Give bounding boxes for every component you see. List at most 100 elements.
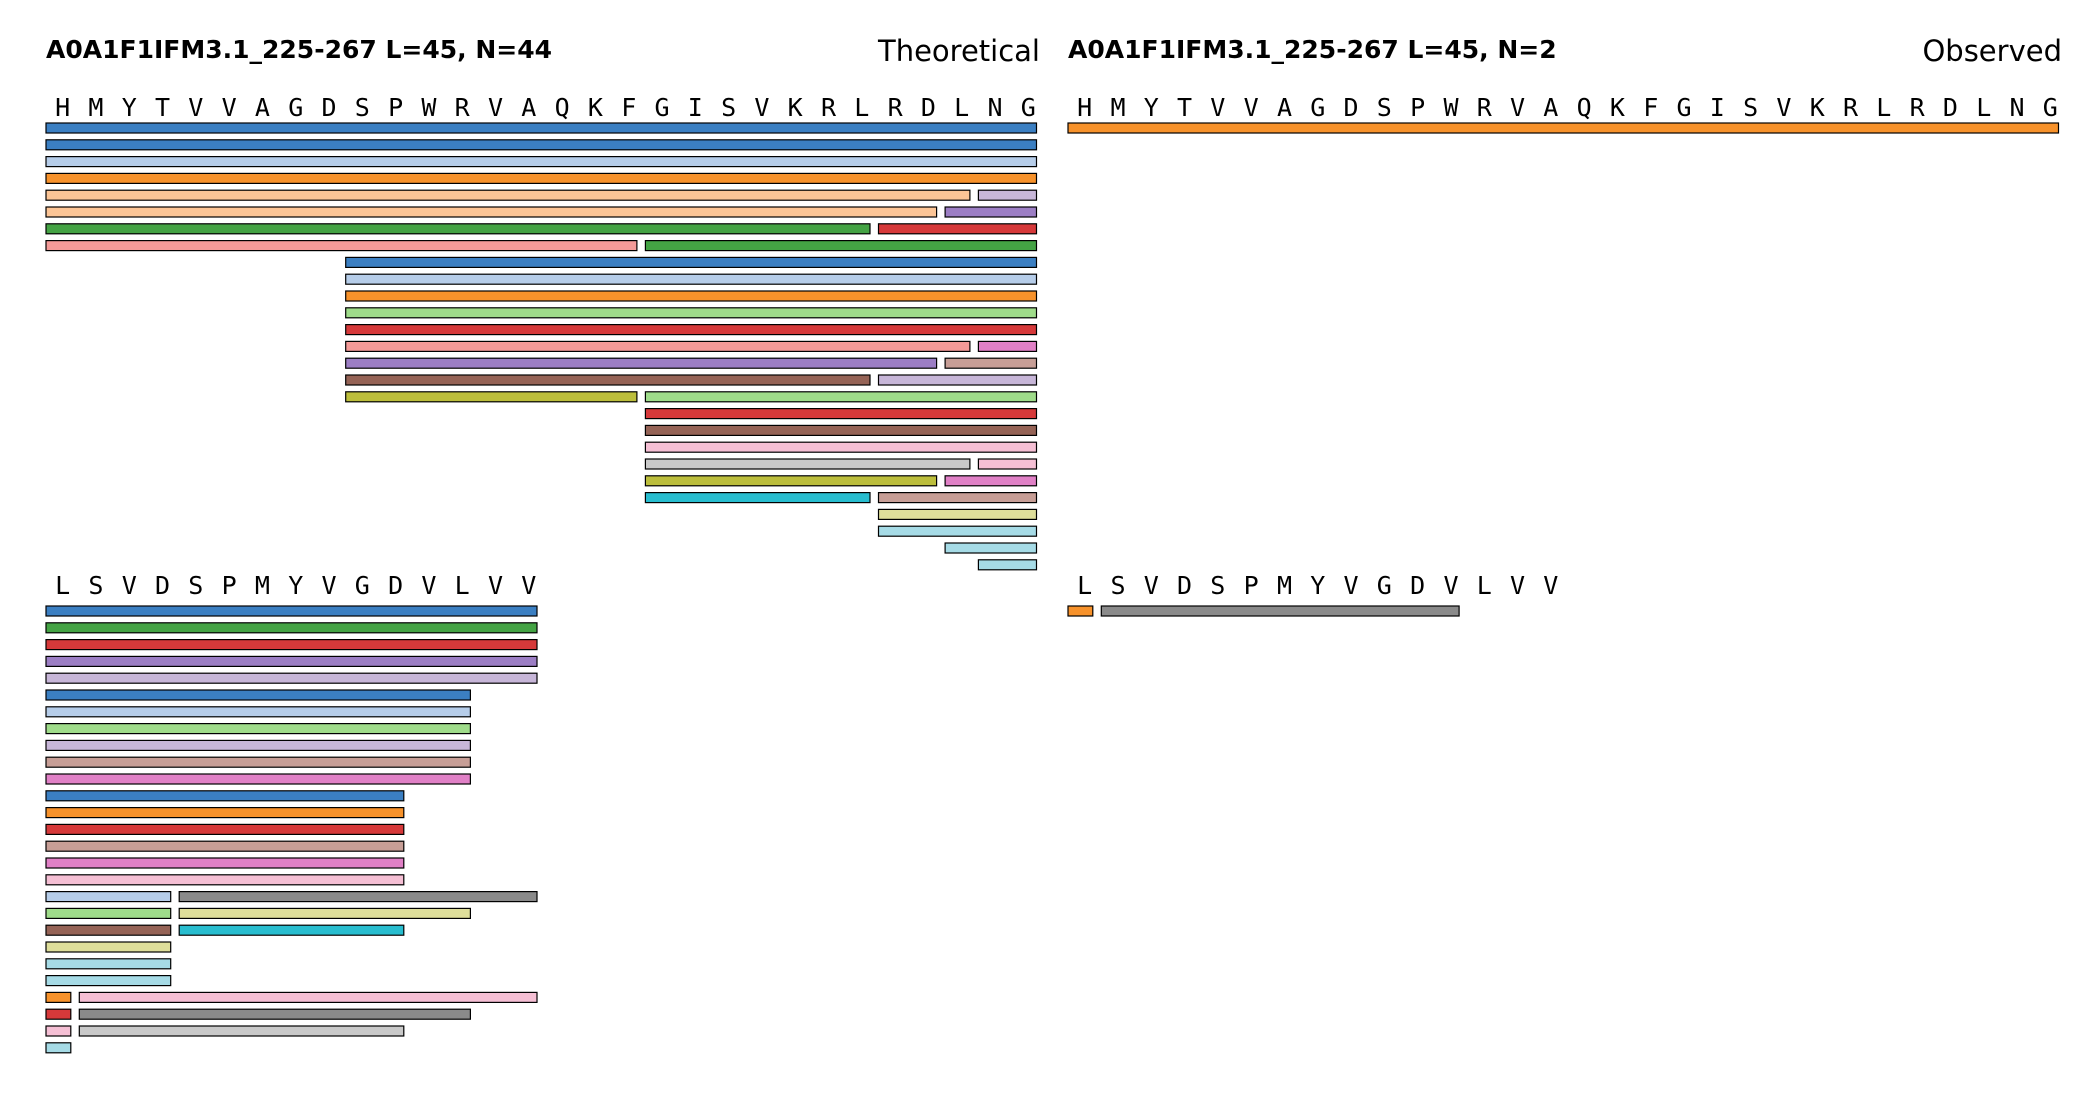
residue-label: P [222,571,237,600]
residue-label: K [788,93,803,122]
fragment-bar [45,122,1038,134]
residue-label: S [1110,571,1125,600]
residue-label: D [321,93,336,122]
residue-label: W [1443,93,1459,122]
fragment-bar [45,240,638,252]
fragment-bar [877,525,1038,537]
residue-label: Y [288,571,303,600]
fragment-bar [45,823,405,836]
residue-label: R [888,93,904,122]
fragment-bar [977,458,1038,470]
fragment-bar [45,139,1038,151]
residue-label: S [355,93,370,122]
residue-label: N [987,93,1002,122]
fragment-bar [45,189,971,201]
fragment-bar [45,958,172,970]
residue-label: I [1710,93,1725,122]
fragment-bar [45,172,1038,184]
residue-label: Q [555,93,570,122]
residue-label: R [1910,93,1926,122]
fragment-bar [45,622,538,634]
residue-label: S [88,571,103,600]
residue-label: W [421,93,437,122]
residue-label: L [55,571,70,600]
residue-label: Y [1310,571,1325,600]
fragment-bar [644,424,1038,436]
residue-label: D [1177,571,1192,600]
residue-label: L [954,93,969,122]
residue-label: M [88,93,103,122]
fragment-bar [345,374,871,386]
residue-label: V [1244,93,1259,122]
residue-label: Q [1577,93,1592,122]
fragment-bar [78,991,538,1004]
fragment-bar [45,924,172,936]
fragment-bar [345,357,938,369]
residue-label: V [1210,93,1225,122]
residue-label: Y [122,93,137,122]
residue-label: G [1021,93,1036,122]
fragment-bar [977,189,1038,201]
fragment-bar [345,391,638,403]
fragment-bar [1067,605,1094,617]
fragment-bar [345,324,1038,336]
residue-label: V [1343,571,1358,600]
fragment-bar [644,240,1038,252]
residue-label: K [1610,93,1625,122]
fragment-bar [45,974,172,987]
panel-label-theoretical: Theoretical [877,34,1040,68]
residue-label: H [1077,93,1092,122]
fragment-bar [45,874,405,886]
fragment-bar [178,907,472,920]
fragment-bar [45,638,538,651]
fragment-bar [1100,605,1460,617]
fragment-bar [345,307,1038,319]
residue-label: R [455,93,471,122]
residue-label: V [188,93,203,122]
residue-label: V [421,571,436,600]
fragment-bar [78,1008,472,1020]
residue-label: G [355,571,370,600]
residue-label: V [1144,571,1159,600]
fragment-bar [345,290,1038,302]
residue-label: V [122,571,137,600]
residue-label: Y [1144,93,1159,122]
residue-label: V [321,571,336,600]
fragment-bar [45,773,471,785]
residue-label: D [1343,93,1358,122]
panel-theoretical: A0A1F1IFM3.1_225-267 L=45, N=44 Theoreti… [45,34,1040,1054]
residue-label: M [1110,93,1125,122]
residue-label: D [388,571,403,600]
residue-label: L [1477,571,1492,600]
residue-label: G [2043,93,2058,122]
fragment-bar [977,559,1038,571]
residue-label: A [255,93,270,122]
fragment-bar [644,475,938,487]
residue-label: S [188,571,203,600]
fragment-bar [644,391,1038,403]
fragment-bar [45,672,538,684]
fragment-bar [45,857,405,869]
residue-label: I [688,93,703,122]
fragment-bar [644,408,1038,420]
residue-label: V [754,93,769,122]
residue-label: D [155,571,170,600]
residue-label: V [1776,93,1791,122]
fragment-bar [45,756,471,768]
residue-label: H [55,93,70,122]
residue-label: M [1277,571,1292,600]
residue-label: T [1177,93,1192,122]
fragment-bar [45,605,538,617]
residue-label: V [222,93,237,122]
fragment-bar [45,790,405,802]
fragment-bar [45,941,172,953]
residue-label: K [1810,93,1825,122]
fragment-bar [78,1025,405,1037]
fragment-bar [644,492,871,504]
residue-label: S [721,93,736,122]
fragment-bar [345,256,1038,268]
fragment-bar [45,1025,72,1037]
residue-label: L [1976,93,1991,122]
